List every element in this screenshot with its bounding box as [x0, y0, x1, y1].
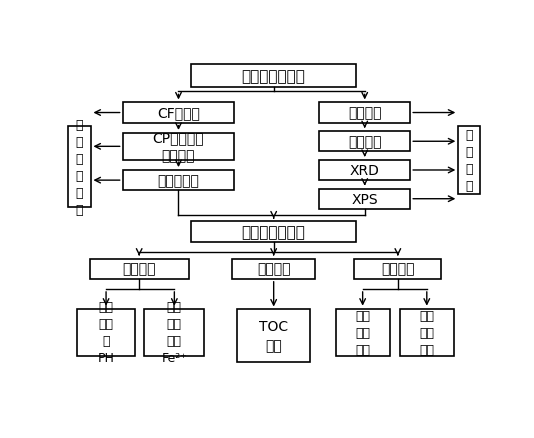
Text: 烘干、复合: 烘干、复合: [158, 174, 199, 188]
Text: 材料水处理性能: 材料水处理性能: [242, 225, 305, 240]
FancyBboxPatch shape: [319, 103, 410, 124]
Text: 研究实验: 研究实验: [122, 262, 156, 276]
Text: CP、聚苯胺
混合搅拌: CP、聚苯胺 混合搅拌: [153, 131, 205, 163]
FancyBboxPatch shape: [77, 309, 135, 356]
Text: 水质测定: 水质测定: [257, 262, 290, 276]
FancyBboxPatch shape: [68, 127, 91, 208]
FancyBboxPatch shape: [238, 310, 310, 362]
FancyBboxPatch shape: [123, 134, 234, 160]
FancyBboxPatch shape: [144, 309, 205, 356]
FancyBboxPatch shape: [123, 171, 234, 191]
Text: 电流
密度
与
PH: 电流 密度 与 PH: [98, 300, 114, 364]
FancyBboxPatch shape: [355, 259, 441, 279]
Text: XPS: XPS: [351, 192, 378, 206]
Text: 净化
效率
分析: 净化 效率 分析: [355, 309, 370, 356]
FancyBboxPatch shape: [191, 64, 357, 88]
FancyBboxPatch shape: [319, 189, 410, 209]
Text: 材
料
表
征: 材 料 表 征: [465, 129, 473, 192]
Text: TOC
测定: TOC 测定: [259, 320, 288, 352]
Text: 透射电镜: 透射电镜: [348, 135, 381, 149]
FancyBboxPatch shape: [123, 103, 234, 124]
Text: 材料合成及表征: 材料合成及表征: [242, 69, 305, 84]
Text: 材料
性能
分析: 材料 性能 分析: [419, 309, 434, 356]
Text: CF预处理: CF预处理: [157, 106, 200, 120]
FancyBboxPatch shape: [458, 127, 480, 194]
Text: 电
极
材
料
制
作: 电 极 材 料 制 作: [75, 118, 83, 216]
FancyBboxPatch shape: [232, 259, 315, 279]
FancyBboxPatch shape: [400, 309, 454, 356]
Text: XRD: XRD: [350, 164, 380, 177]
FancyBboxPatch shape: [319, 160, 410, 181]
Text: 扫描电镜: 扫描电镜: [348, 106, 381, 120]
FancyBboxPatch shape: [336, 309, 390, 356]
FancyBboxPatch shape: [319, 132, 410, 152]
Text: 效果分析: 效果分析: [381, 262, 414, 276]
FancyBboxPatch shape: [191, 222, 357, 242]
Text: 电解
质浓
度、
Fe²⁺: 电解 质浓 度、 Fe²⁺: [161, 300, 187, 364]
FancyBboxPatch shape: [90, 259, 189, 279]
